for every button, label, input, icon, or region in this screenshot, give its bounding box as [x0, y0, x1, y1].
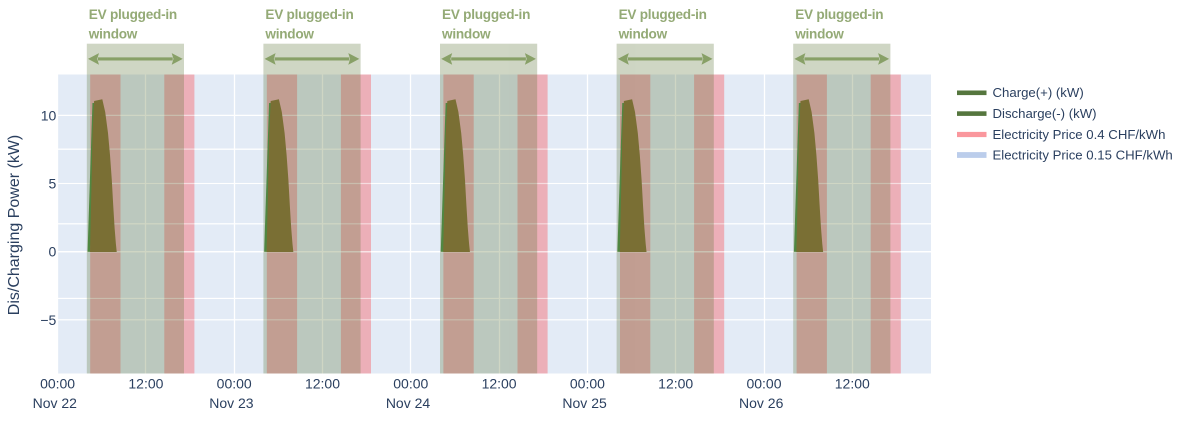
svg-text:window: window	[264, 27, 314, 42]
svg-text:EV plugged-in: EV plugged-in	[89, 7, 177, 22]
svg-text:00:00: 00:00	[570, 376, 605, 392]
svg-text:Nov 23: Nov 23	[209, 395, 254, 411]
svg-text:00:00: 00:00	[393, 376, 428, 392]
svg-text:12:00: 12:00	[835, 376, 870, 392]
svg-text:Electricity Price 0.15 CHF/kWh: Electricity Price 0.15 CHF/kWh	[993, 147, 1173, 162]
svg-text:5: 5	[49, 176, 57, 192]
svg-text:12:00: 12:00	[658, 376, 693, 392]
svg-text:window: window	[794, 27, 844, 42]
svg-text:00:00: 00:00	[40, 376, 75, 392]
svg-text:window: window	[441, 27, 491, 42]
svg-text:Nov 25: Nov 25	[562, 395, 607, 411]
svg-text:−5: −5	[40, 312, 56, 328]
svg-text:00:00: 00:00	[746, 376, 781, 392]
svg-text:Nov 26: Nov 26	[739, 395, 784, 411]
svg-text:window: window	[618, 27, 668, 42]
svg-text:00:00: 00:00	[217, 376, 252, 392]
svg-text:12:00: 12:00	[482, 376, 517, 392]
svg-text:12:00: 12:00	[305, 376, 340, 392]
svg-text:Nov 24: Nov 24	[386, 395, 431, 411]
svg-text:EV plugged-in: EV plugged-in	[265, 7, 353, 22]
svg-text:window: window	[88, 27, 138, 42]
svg-text:Discharge(-) (kW): Discharge(-) (kW)	[993, 106, 1097, 121]
svg-text:Nov 22: Nov 22	[33, 395, 78, 411]
svg-text:EV plugged-in: EV plugged-in	[619, 7, 707, 22]
svg-text:12:00: 12:00	[128, 376, 163, 392]
svg-text:EV plugged-in: EV plugged-in	[795, 7, 883, 22]
svg-text:Charge(+) (kW): Charge(+) (kW)	[993, 85, 1084, 100]
svg-text:0: 0	[49, 244, 57, 260]
svg-text:Dis/Charging Power (kW): Dis/Charging Power (kW)	[6, 135, 23, 315]
svg-text:EV plugged-in: EV plugged-in	[442, 7, 530, 22]
svg-text:10: 10	[41, 107, 57, 123]
svg-text:Electricity Price 0.4 CHF/kWh: Electricity Price 0.4 CHF/kWh	[993, 127, 1166, 142]
